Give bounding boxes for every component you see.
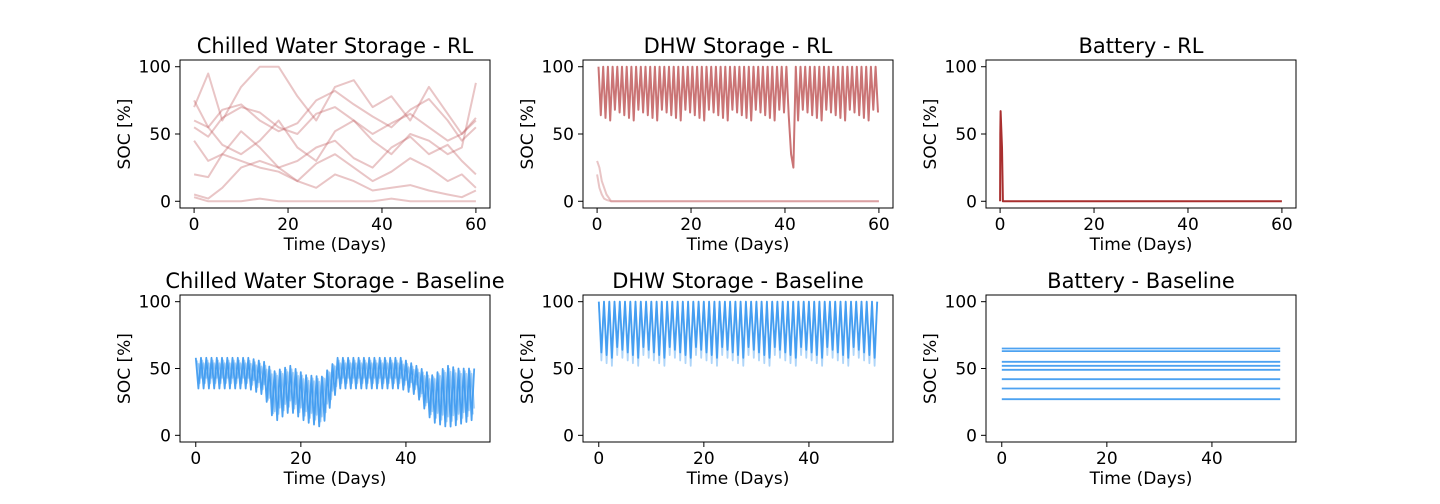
series-envelope-2 [197,362,476,418]
series-line-5 [193,153,477,189]
x-tick-label: 40 [1201,449,1223,469]
plot-area [1001,347,1281,401]
plot-area [194,356,476,428]
subplot-title: Chilled Water Storage - RL [197,34,474,58]
x-tick-label: 60 [1271,215,1293,235]
series-oscillation [597,300,879,359]
x-tick-label: 20 [1083,215,1105,235]
series-oscillation-faint [597,300,879,367]
series-line-6 [193,159,477,200]
series-line-0 [999,110,1282,203]
x-tick-label: 20 [277,215,299,235]
x-tick-label: 0 [189,215,200,235]
y-tick-label: 0 [966,192,977,212]
x-tick-label: 40 [371,215,393,235]
x-tick-label: 0 [593,449,604,469]
x-tick-label: 20 [290,449,312,469]
y-tick-label: 100 [945,58,977,78]
series-line-7 [193,196,476,203]
series-line-1 [193,89,477,142]
subplot-bat-rl: 0 20 40 60 0 50 100 Battery - RL Time (Days) SOC … [921,34,1297,255]
x-tick-label: 60 [868,215,890,235]
x-tick-label: 20 [1096,449,1118,469]
y-tick-label: 50 [955,360,977,380]
subplot-title: Battery - Baseline [1047,269,1235,293]
y-tick-label: 50 [552,125,574,145]
x-tick-label: 20 [680,215,702,235]
y-tick-label: 0 [966,426,977,446]
x-tick-label: 40 [395,449,417,469]
y-tick-label: 100 [542,293,574,313]
x-axis-label: Time (Days) [283,469,387,489]
y-tick-label: 100 [139,58,171,78]
x-tick-label: 0 [996,449,1007,469]
y-tick-label: 0 [160,426,171,446]
subplot-title: DHW Storage - Baseline [612,269,864,293]
x-axis-label: Time (Days) [686,235,790,255]
subplot-dhw-rl: 0 20 40 60 0 50 100 DHW Storage - RL Time (Days)… [518,34,894,255]
y-tick-label: 50 [149,125,171,145]
series-line-1 [596,174,879,203]
subplot-title: Chilled Water Storage - Baseline [165,269,504,293]
y-axis-label: SOC [%] [921,333,941,404]
y-axis-label: SOC [%] [921,99,941,170]
plot-area [596,65,879,203]
x-tick-label: 0 [592,215,603,235]
axes-frame [985,294,1297,443]
x-axis-label: Time (Days) [283,235,387,255]
y-tick-label: 50 [552,360,574,380]
series-line-0 [596,160,879,203]
plot-area [999,110,1282,203]
y-tick-label: 100 [542,58,574,78]
y-axis-label: SOC [%] [518,99,538,170]
plot-area [597,300,879,367]
y-tick-label: 100 [139,293,171,313]
series-oscillation [597,65,879,169]
series-line-3 [193,82,477,162]
subplot-cw-rl: 0 20 40 60 0 50 100 Chilled Water Storage - RL T… [115,34,491,255]
y-tick-label: 0 [563,192,574,212]
axes-frame [985,59,1297,209]
y-tick-label: 100 [945,293,977,313]
series-line-4 [193,130,477,176]
x-tick-label: 40 [1177,215,1199,235]
x-tick-label: 0 [190,449,201,469]
y-tick-label: 0 [563,426,574,446]
series-envelope-0 [194,356,476,428]
subplot-bat-base: 0 20 40 0 50 100 Battery - Baseline Time (Days)… [921,269,1297,489]
axes-frame [179,59,491,209]
plot-area [193,65,477,203]
x-tick-label: 20 [693,449,715,469]
y-axis-label: SOC [%] [115,333,135,404]
series-envelope-1 [196,359,474,423]
x-tick-label: 40 [774,215,796,235]
subplot-title: DHW Storage - RL [644,34,833,58]
series-line-0 [193,65,477,135]
x-axis-label: Time (Days) [1089,235,1193,255]
x-tick-label: 60 [465,215,487,235]
x-tick-label: 0 [995,215,1006,235]
y-axis-label: SOC [%] [518,333,538,404]
y-tick-label: 50 [955,125,977,145]
subplot-title: Battery - RL [1079,34,1204,58]
y-tick-label: 50 [149,360,171,380]
y-tick-label: 0 [160,192,171,212]
x-axis-label: Time (Days) [1089,469,1193,489]
x-axis-label: Time (Days) [686,469,790,489]
series-line-2 [193,106,477,142]
y-axis-label: SOC [%] [115,99,135,170]
x-tick-label: 40 [798,449,820,469]
subplot-dhw-base: 0 20 40 0 50 100 DHW Storage - Baseline Time (D… [518,269,894,489]
